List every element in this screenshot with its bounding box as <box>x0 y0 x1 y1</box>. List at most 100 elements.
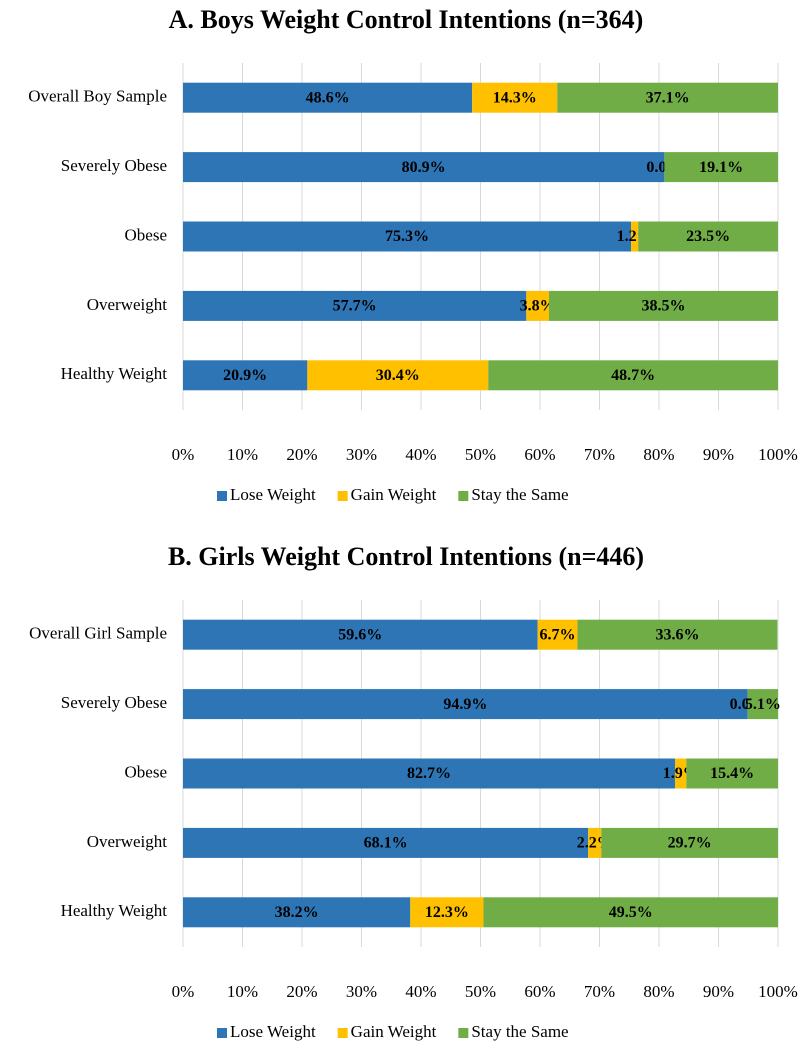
legend-label: Gain Weight <box>351 1022 437 1041</box>
legend-label: Lose Weight <box>230 485 316 504</box>
value-label: 12.3% <box>425 904 469 921</box>
legend-swatch <box>337 1028 348 1038</box>
x-tick-label: 0% <box>172 982 195 1001</box>
y-tick-label: Overweight <box>87 295 168 314</box>
value-label: 15.4% <box>710 765 754 782</box>
y-tick-label: Severely Obese <box>61 693 167 712</box>
bar-segment <box>488 360 778 391</box>
x-tick-label: 30% <box>346 982 377 1001</box>
x-tick-label: 70% <box>584 445 615 464</box>
x-tick-label: 20% <box>286 982 317 1001</box>
bar-segment <box>675 758 687 789</box>
chart-title: A. Boys Weight Control Intentions (n=364… <box>169 5 644 34</box>
value-label: 23.5% <box>686 228 730 245</box>
y-tick-label: Overall Boy Sample <box>28 87 167 106</box>
y-tick-label: Severely Obese <box>61 156 167 175</box>
bar-segment <box>631 221 639 252</box>
bar-segment <box>307 360 489 391</box>
bar-segment <box>664 152 778 183</box>
legend-swatch <box>337 491 348 501</box>
value-label: 3.8% <box>520 298 556 315</box>
value-label: 6.7% <box>540 626 576 643</box>
value-label: 14.3% <box>493 89 537 106</box>
bar-segment <box>588 827 602 858</box>
bar-segment <box>526 290 549 321</box>
legend-swatch <box>458 491 469 501</box>
bar-segment <box>537 619 578 650</box>
y-tick-label: Overweight <box>87 832 168 851</box>
bar-segment <box>183 758 676 789</box>
x-tick-label: 80% <box>643 445 674 464</box>
legend-swatch <box>217 1028 227 1038</box>
value-label: 38.5% <box>641 298 685 315</box>
bar-segment <box>747 689 778 720</box>
x-tick-label: 60% <box>524 445 555 464</box>
value-label: 37.1% <box>646 89 690 106</box>
bar-segment <box>183 619 538 650</box>
value-label: 38.2% <box>275 904 319 921</box>
bar-segment <box>183 221 632 252</box>
bar-segment <box>601 827 778 858</box>
legend-label: Stay the Same <box>471 1022 568 1041</box>
x-tick-label: 20% <box>286 445 317 464</box>
x-tick-label: 90% <box>703 982 734 1001</box>
bar-segment <box>183 689 748 720</box>
chart-title: B. Girls Weight Control Intentions (n=44… <box>168 542 644 571</box>
value-label: 49.5% <box>609 904 653 921</box>
value-label: 94.9% <box>443 696 487 713</box>
x-tick-label: 30% <box>346 445 377 464</box>
x-tick-label: 10% <box>227 982 258 1001</box>
bar-segment <box>183 360 308 391</box>
value-label: 68.1% <box>364 835 408 852</box>
y-tick-label: Obese <box>125 225 167 244</box>
bar-segment <box>183 827 589 858</box>
value-label: 19.1% <box>699 159 743 176</box>
bar-segment <box>638 221 778 252</box>
y-tick-label: Overall Girl Sample <box>29 624 167 643</box>
x-tick-label: 40% <box>405 445 436 464</box>
x-tick-label: 40% <box>405 982 436 1001</box>
value-label: 80.9% <box>402 159 446 176</box>
bar-segment <box>548 290 778 321</box>
value-label: 20.9% <box>223 367 267 384</box>
y-tick-label: Healthy Weight <box>61 901 168 920</box>
x-tick-label: 50% <box>465 982 496 1001</box>
value-label: 48.6% <box>306 89 350 106</box>
value-label: 5.1% <box>745 696 781 713</box>
x-tick-label: 60% <box>524 982 555 1001</box>
y-tick-label: Obese <box>125 762 167 781</box>
legend-label: Stay the Same <box>471 485 568 504</box>
bar-segment <box>183 82 473 113</box>
legend-swatch <box>217 491 227 501</box>
legend-label: Gain Weight <box>351 485 437 504</box>
bar-segment <box>686 758 778 789</box>
x-tick-label: 50% <box>465 445 496 464</box>
bar-segment <box>483 897 778 928</box>
value-label: 48.7% <box>611 367 655 384</box>
x-tick-label: 0% <box>172 445 195 464</box>
value-label: 29.7% <box>668 835 712 852</box>
value-label: 30.4% <box>376 367 420 384</box>
bar-segment <box>183 290 527 321</box>
x-tick-label: 100% <box>758 445 798 464</box>
x-tick-label: 100% <box>758 982 798 1001</box>
bar-segment <box>472 82 558 113</box>
value-label: 57.7% <box>333 298 377 315</box>
value-label: 59.6% <box>338 626 382 643</box>
x-tick-label: 80% <box>643 982 674 1001</box>
bar-segment <box>410 897 484 928</box>
x-tick-label: 70% <box>584 982 615 1001</box>
value-label: 33.6% <box>655 626 699 643</box>
x-tick-label: 10% <box>227 445 258 464</box>
bar-segment <box>183 152 665 183</box>
legend-swatch <box>458 1028 469 1038</box>
x-tick-label: 90% <box>703 445 734 464</box>
bar-segment <box>577 619 778 650</box>
y-tick-label: Healthy Weight <box>61 364 168 383</box>
value-label: 75.3% <box>385 228 429 245</box>
value-label: 82.7% <box>407 765 451 782</box>
bar-segment <box>557 82 778 113</box>
bar-segment <box>183 897 411 928</box>
